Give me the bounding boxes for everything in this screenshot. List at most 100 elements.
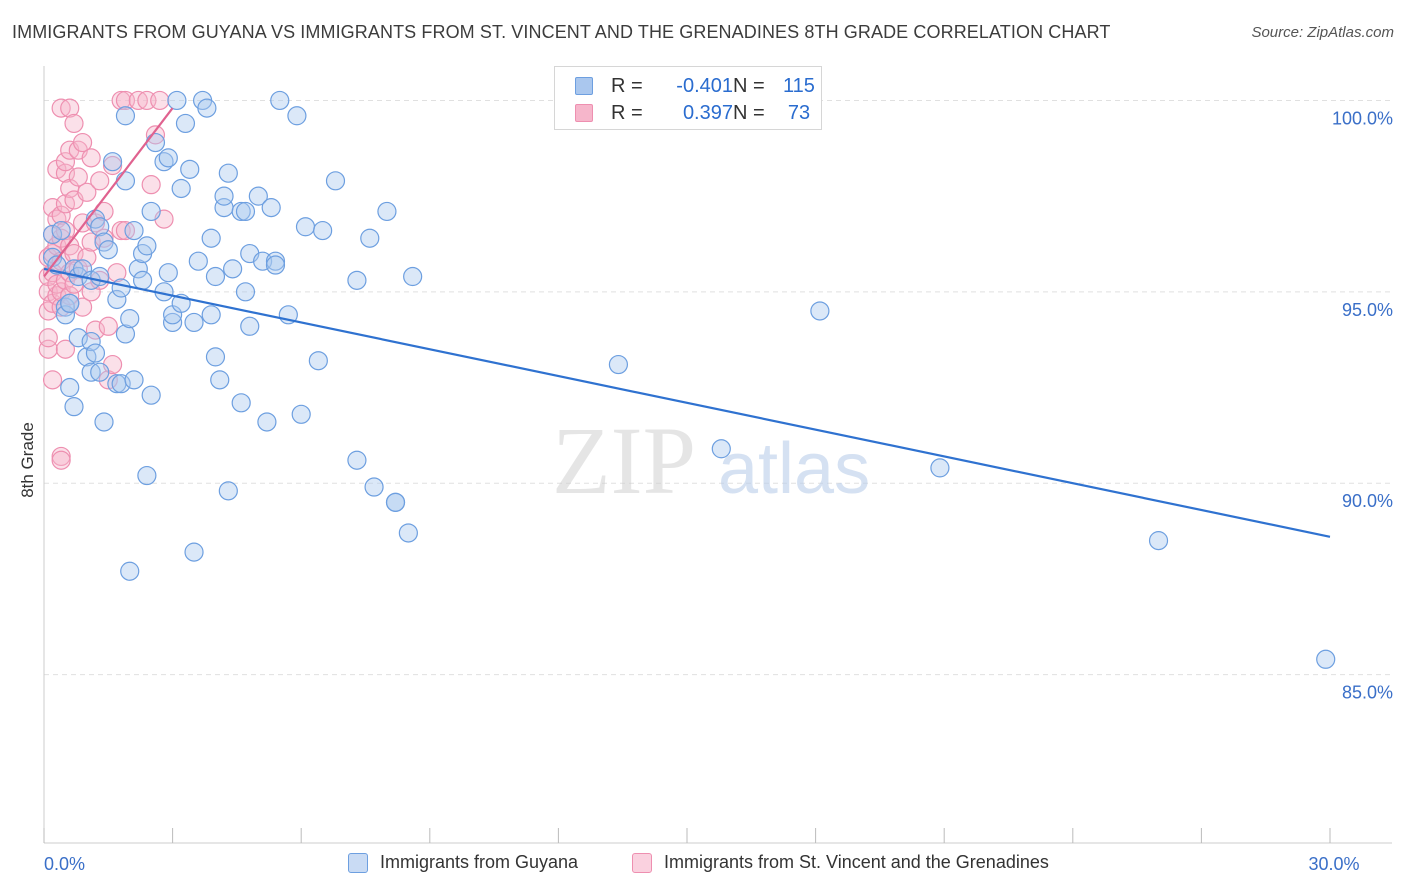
guyana-point — [287, 106, 307, 126]
stvincent-point — [60, 98, 80, 118]
guyana-point — [377, 201, 397, 222]
gridlines — [44, 99, 1392, 676]
stvincent-point — [111, 90, 131, 111]
guyana-point — [188, 251, 208, 271]
guyana-point — [90, 217, 110, 237]
guyana-point — [145, 132, 166, 153]
guyana-point — [167, 90, 187, 111]
stvincent-point — [141, 175, 161, 195]
y-axis-label: 8th Grade — [18, 422, 37, 498]
guyana-point — [180, 159, 200, 179]
guyana-point — [930, 458, 950, 478]
guyana-point — [197, 98, 217, 118]
guyana-point — [51, 220, 71, 241]
guyana-point — [111, 278, 131, 298]
guyana-point — [205, 347, 226, 367]
guyana-point — [257, 412, 277, 432]
guyana-point — [403, 266, 423, 287]
legend-r-label: R = — [611, 75, 643, 97]
guyana-point — [364, 477, 384, 497]
legend-swatch-pink — [575, 104, 593, 122]
guyana-point — [270, 90, 290, 111]
y-tick-label: 85.0% — [1342, 683, 1393, 703]
y-tick-label: 90.0% — [1342, 491, 1393, 511]
guyana-point — [141, 201, 161, 222]
legend-n-label: N = — [733, 75, 765, 97]
stvincent-point — [90, 171, 110, 191]
guyana-point — [810, 301, 830, 321]
guyana-point — [64, 397, 84, 417]
guyana-point — [1316, 649, 1336, 669]
guyana-point — [223, 259, 243, 279]
stvincent-point — [55, 339, 76, 359]
legend-n-value: 73 — [787, 102, 811, 124]
guyana-point — [102, 152, 123, 172]
guyana-point — [398, 523, 418, 543]
source-note: Source: ZipAtlas.com — [1251, 24, 1394, 41]
guyana-point — [115, 106, 136, 126]
guyana-point — [201, 228, 221, 248]
guyana-point — [55, 305, 76, 325]
guyana-point — [235, 201, 256, 222]
stvincent-point — [42, 370, 63, 390]
stvincent-point — [85, 320, 106, 340]
stvincent-point — [38, 339, 58, 359]
guyana-point — [265, 255, 286, 275]
legend-swatch-blue — [575, 77, 593, 95]
guyana-point — [137, 465, 157, 486]
guyana-point — [132, 270, 153, 290]
stvincent-point — [55, 152, 76, 172]
watermark: ZIP atlas — [552, 407, 870, 514]
guyana-point — [218, 481, 238, 501]
legend-n-value: 115 — [783, 75, 815, 97]
stvincent-point — [64, 243, 84, 264]
watermark-zip: ZIP — [552, 407, 696, 514]
guyana-point — [107, 289, 127, 310]
stvincent-point — [145, 125, 166, 145]
guyana-point — [158, 148, 178, 168]
stvincent-point — [81, 148, 101, 168]
guyana-point — [141, 385, 161, 405]
guyana-point — [137, 236, 157, 256]
guyana-point — [60, 377, 80, 398]
guyana-point — [90, 362, 110, 382]
guyana-point — [291, 404, 311, 424]
legend-swatch-stvincent — [632, 853, 652, 873]
series-guyana-points — [42, 90, 1336, 669]
guyana-trend-line — [43, 267, 1331, 538]
y-tick-label: 95.0% — [1342, 300, 1393, 320]
guyana-point — [308, 351, 328, 371]
guyana-point — [60, 293, 80, 313]
tick-labels: 100.0% 95.0% 90.0% 85.0% 0.0% 30.0% — [44, 108, 1393, 874]
stvincent-point — [150, 90, 170, 111]
stvincent-point — [68, 167, 88, 187]
guyana-point — [120, 561, 140, 581]
guyana-point — [184, 542, 204, 562]
guyana-point — [360, 228, 380, 248]
guyana-point — [248, 186, 268, 206]
stvincent-point — [77, 182, 97, 202]
guyana-point — [111, 374, 131, 394]
guyana-point — [231, 393, 251, 413]
guyana-point — [295, 217, 316, 237]
guyana-point — [231, 201, 251, 222]
guyana-point — [124, 220, 144, 241]
stvincent-trend-line — [43, 107, 174, 278]
axes — [43, 66, 1392, 844]
guyana-point — [201, 305, 221, 325]
guyana-point — [68, 328, 88, 348]
guyana-point — [128, 259, 148, 279]
x-tick-label: 30.0% — [1308, 854, 1359, 874]
legend-label-guyana: Immigrants from Guyana — [380, 852, 579, 872]
guyana-point — [85, 343, 106, 363]
guyana-point — [210, 370, 230, 390]
stvincent-point — [51, 205, 71, 225]
trend-lines — [43, 107, 1331, 538]
legend-r-label: R = — [611, 102, 643, 124]
stvincent-point — [55, 220, 76, 241]
y-tick-label: 100.0% — [1332, 108, 1393, 128]
chart-title: IMMIGRANTS FROM GUYANA VS IMMIGRANTS FRO… — [12, 22, 1111, 42]
guyana-point — [711, 439, 731, 459]
x-tick-label: 0.0% — [44, 854, 85, 874]
